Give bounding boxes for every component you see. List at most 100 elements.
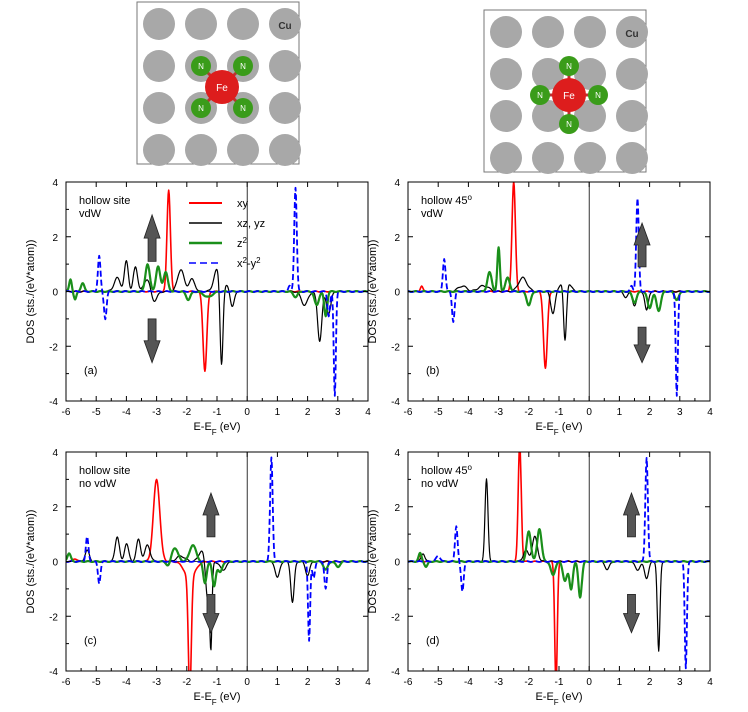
fe-label: Fe bbox=[216, 83, 228, 94]
y-tick-label: -2 bbox=[391, 342, 400, 353]
x-tick-label: 4 bbox=[707, 407, 713, 418]
n-label: N bbox=[566, 62, 572, 71]
x-tick-label: 0 bbox=[244, 407, 250, 418]
annotation-method: no vdW bbox=[79, 478, 117, 490]
x-tick-label: -4 bbox=[122, 407, 131, 418]
curves bbox=[66, 186, 368, 397]
cu-label: Cu bbox=[625, 29, 638, 40]
x-tick-label: 0 bbox=[586, 407, 592, 418]
y-tick-label: 4 bbox=[52, 178, 58, 189]
n-label: N bbox=[240, 104, 246, 113]
x-axis-label: E-EF (eV) bbox=[193, 691, 240, 707]
y-tick-label: -4 bbox=[49, 667, 58, 678]
cu-atom bbox=[143, 134, 175, 166]
cu-atom bbox=[574, 100, 606, 132]
annotation-geometry: hollow 45o bbox=[421, 193, 472, 208]
x-tick-label: 2 bbox=[305, 407, 311, 418]
y-tick-label: 4 bbox=[52, 448, 58, 459]
x-tick-label: 0 bbox=[586, 677, 592, 688]
cu-atom bbox=[269, 134, 301, 166]
y-tick-label: 4 bbox=[394, 178, 400, 189]
y-tick-label: -2 bbox=[49, 342, 58, 353]
x-tick-label: -2 bbox=[182, 677, 191, 688]
y-tick-label: 0 bbox=[52, 558, 58, 569]
x-tick-label: 3 bbox=[677, 677, 683, 688]
n-atom bbox=[233, 98, 253, 118]
x-tick-label: -6 bbox=[404, 677, 413, 688]
x-tick-label: 4 bbox=[365, 407, 371, 418]
series-x2-y2 bbox=[408, 197, 710, 397]
cu-atom bbox=[269, 92, 301, 124]
spin-down-arrow bbox=[633, 326, 651, 364]
annotation-geometry: hollow 45o bbox=[421, 463, 472, 478]
structure-schematic-1: Cu N N N N Fe bbox=[136, 1, 301, 166]
n-atom bbox=[588, 85, 608, 105]
cu-atom bbox=[227, 134, 259, 166]
n-atom bbox=[559, 56, 579, 76]
fe-atom bbox=[205, 70, 239, 104]
annotation-geometry: hollow site bbox=[79, 195, 130, 207]
x-tick-label: -4 bbox=[464, 677, 473, 688]
y-tick-label: -4 bbox=[49, 397, 58, 408]
fe-atom bbox=[552, 78, 586, 112]
cu-atom bbox=[490, 100, 522, 132]
panel-label: (d) bbox=[426, 635, 439, 647]
n-label: N bbox=[566, 120, 572, 129]
annotation-method: vdW bbox=[421, 208, 444, 220]
cu-atom bbox=[143, 50, 175, 82]
x-tick-label: 1 bbox=[275, 677, 281, 688]
degree-sup: o bbox=[467, 193, 472, 202]
x-tick-label: -1 bbox=[213, 677, 222, 688]
series-x2-y2 bbox=[66, 456, 368, 642]
x-tick-label: 3 bbox=[335, 677, 341, 688]
x-axis-label: E-EF (eV) bbox=[535, 421, 582, 437]
legend-label-z2: z2 bbox=[237, 236, 248, 251]
x-tick-label: 3 bbox=[677, 407, 683, 418]
series-x2-y2 bbox=[66, 186, 368, 397]
x-tick-label: -1 bbox=[213, 407, 222, 418]
x-tick-label: -6 bbox=[404, 407, 413, 418]
x-tick-label: 4 bbox=[707, 677, 713, 688]
x-tick-label: 2 bbox=[647, 677, 653, 688]
x-tick-label: -3 bbox=[494, 407, 503, 418]
cu-atom bbox=[227, 8, 259, 40]
curves bbox=[66, 456, 368, 671]
x-tick-label: 2 bbox=[647, 407, 653, 418]
cu-atom bbox=[616, 16, 648, 48]
cu-atom bbox=[532, 16, 564, 48]
x-tick-label: -5 bbox=[434, 677, 443, 688]
cu-atom bbox=[532, 58, 564, 90]
n-atom bbox=[191, 56, 211, 76]
spin-down-arrow bbox=[143, 318, 161, 364]
structure-schematic-2: Cu N N N N Fe bbox=[483, 9, 648, 174]
cu-atom bbox=[490, 142, 522, 174]
y-tick-label: -4 bbox=[391, 397, 400, 408]
x-tick-label: 1 bbox=[275, 407, 281, 418]
spin-up-arrow bbox=[143, 213, 161, 262]
cu-atom bbox=[143, 92, 175, 124]
cu-atom bbox=[490, 58, 522, 90]
panel-label: (b) bbox=[426, 365, 439, 377]
x-tick-label: -4 bbox=[122, 677, 131, 688]
y-tick-label: 2 bbox=[394, 503, 400, 514]
x-tick-label: -2 bbox=[524, 407, 533, 418]
cu-atom bbox=[616, 58, 648, 90]
annotation-geometry: hollow site bbox=[79, 465, 130, 477]
n-label: N bbox=[595, 91, 601, 100]
dos-panel-c: -6 -5 -4 -3 -2 -1 0 1 2 3 4 -4 -2 0 2 4 E-EF (eV) DOS (st… bbox=[25, 448, 371, 707]
x-axis-label: E-EF (eV) bbox=[193, 421, 240, 437]
series-x2-y2 bbox=[408, 457, 710, 670]
annotation-method: no vdW bbox=[421, 478, 459, 490]
x-tick-label: -4 bbox=[464, 407, 473, 418]
x-tick-label: 1 bbox=[617, 407, 623, 418]
curves bbox=[408, 182, 710, 397]
legend-label-xz_yz: xz, yz bbox=[237, 218, 265, 230]
curves bbox=[408, 452, 710, 671]
y-tick-label: 0 bbox=[394, 288, 400, 299]
cu-atom bbox=[185, 8, 217, 40]
y-tick-label: 0 bbox=[394, 558, 400, 569]
cu-atom bbox=[185, 134, 217, 166]
x-tick-label: -5 bbox=[92, 677, 101, 688]
x-tick-label: -2 bbox=[524, 677, 533, 688]
n-atom bbox=[233, 56, 253, 76]
